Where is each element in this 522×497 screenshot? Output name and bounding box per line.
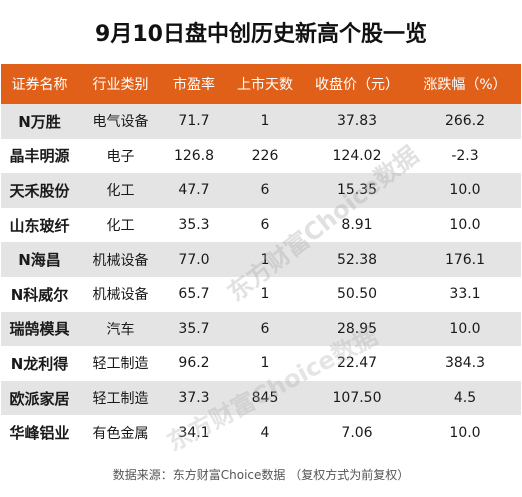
- days-cell: 845: [251, 390, 279, 407]
- stock-name: N万胜: [18, 112, 61, 131]
- stock-table: 证券名称 行业类别 市盈率 上市天数 收盘价（元） 涨跌幅（%） N万胜 电气设…: [1, 64, 521, 450]
- header-industry: 行业类别: [92, 77, 149, 93]
- change-cell: 10.0: [449, 217, 481, 234]
- close-cell: 50.50: [336, 286, 378, 303]
- days-cell: 6: [260, 182, 270, 199]
- table-row: 天禾股份 化工 47.7 6 15.35 10.0: [1, 173, 521, 208]
- pe-cell: 71.7: [178, 113, 210, 130]
- days-cell: 1: [260, 113, 270, 130]
- stock-name: 欧派家居: [9, 389, 70, 408]
- days-cell: 1: [260, 251, 270, 268]
- header-pe: 市盈率: [173, 77, 215, 93]
- table-row: 山东玻纤 化工 35.3 6 8.91 10.0: [1, 207, 521, 243]
- industry-cell: 化工: [106, 218, 135, 235]
- pe-cell: 34.1: [178, 424, 210, 441]
- table-row: N海昌 机械设备 77.0 1 52.38 176.1: [1, 242, 521, 277]
- table-header-row: 证券名称 行业类别 市盈率 上市天数 收盘价（元） 涨跌幅（%）: [1, 64, 521, 104]
- close-cell: 8.91: [341, 217, 373, 234]
- change-cell: 266.2: [444, 113, 486, 130]
- table-row: 瑞鹄模具 汽车 35.7 6 28.95 10.0: [1, 311, 521, 347]
- table-row: N万胜 电气设备 71.7 1 37.83 266.2: [1, 104, 521, 139]
- table-row: N科威尔 机械设备 65.7 1 50.50 33.1: [1, 276, 521, 312]
- days-cell: 1: [260, 355, 270, 372]
- close-cell: 15.35: [336, 182, 378, 199]
- days-cell: 6: [260, 320, 270, 337]
- change-cell: 10.0: [449, 320, 481, 337]
- stock-name: 华峰铝业: [9, 424, 70, 443]
- days-cell: 1: [260, 286, 270, 303]
- table-row: 欧派家居 轻工制造 37.3 845 107.50 4.5: [1, 380, 521, 416]
- industry-cell: 电子: [106, 148, 135, 165]
- table-row: 华峰铝业 有色金属 34.1 4 7.06 10.0: [1, 415, 521, 450]
- days-cell: 6: [260, 217, 270, 234]
- pe-cell: 35.7: [178, 320, 210, 337]
- stock-name: N科威尔: [10, 285, 69, 304]
- stock-name: N龙利得: [10, 354, 69, 373]
- header-days: 上市天数: [237, 77, 293, 93]
- change-cell: 384.3: [444, 355, 486, 372]
- stock-name: 瑞鹄模具: [9, 320, 70, 339]
- table-row: N龙利得 轻工制造 96.2 1 22.47 384.3: [1, 346, 521, 381]
- days-cell: 226: [251, 147, 279, 164]
- industry-cell: 轻工制造: [92, 391, 149, 408]
- industry-cell: 化工: [106, 183, 135, 200]
- stock-name: 山东玻纤: [9, 216, 70, 235]
- industry-cell: 电气设备: [92, 114, 149, 131]
- pe-cell: 35.3: [178, 217, 210, 234]
- close-cell: 37.83: [336, 113, 378, 130]
- data-source-note: 数据来源：东方财富Choice数据 （复权方式为前复权）: [112, 468, 410, 482]
- pe-cell: 96.2: [178, 355, 210, 372]
- header-change: 涨跌幅（%）: [423, 77, 507, 93]
- industry-cell: 机械设备: [92, 287, 149, 304]
- header-close: 收盘价（元）: [315, 77, 399, 93]
- industry-cell: 有色金属: [92, 425, 149, 442]
- pe-cell: 47.7: [178, 182, 210, 199]
- industry-cell: 轻工制造: [92, 356, 149, 373]
- days-cell: 4: [260, 424, 270, 441]
- close-cell: 22.47: [336, 355, 378, 372]
- close-cell: 7.06: [341, 424, 373, 441]
- header-name: 证券名称: [11, 77, 68, 93]
- pe-cell: 126.8: [173, 147, 215, 164]
- stock-name: 天禾股份: [9, 181, 70, 200]
- page-title: 9月10日盘中创历史新高个股一览: [95, 22, 427, 47]
- change-cell: 10.0: [449, 182, 481, 199]
- industry-cell: 汽车: [106, 321, 135, 338]
- close-cell: 52.38: [336, 251, 378, 268]
- change-cell: 176.1: [444, 251, 486, 268]
- stock-name: N海昌: [18, 251, 61, 270]
- pe-cell: 77.0: [178, 251, 210, 268]
- change-cell: -2.3: [451, 147, 479, 164]
- close-cell: 107.50: [332, 390, 382, 407]
- industry-cell: 机械设备: [92, 252, 149, 269]
- close-cell: 28.95: [336, 320, 378, 337]
- change-cell: 4.5: [453, 390, 477, 407]
- pe-cell: 65.7: [178, 286, 210, 303]
- change-cell: 10.0: [449, 424, 481, 441]
- close-cell: 124.02: [332, 147, 382, 164]
- stock-name: 晶丰明源: [9, 147, 70, 166]
- change-cell: 33.1: [449, 286, 481, 303]
- pe-cell: 37.3: [178, 390, 210, 407]
- table-row: 晶丰明源 电子 126.8 226 124.02 -2.3: [1, 138, 521, 174]
